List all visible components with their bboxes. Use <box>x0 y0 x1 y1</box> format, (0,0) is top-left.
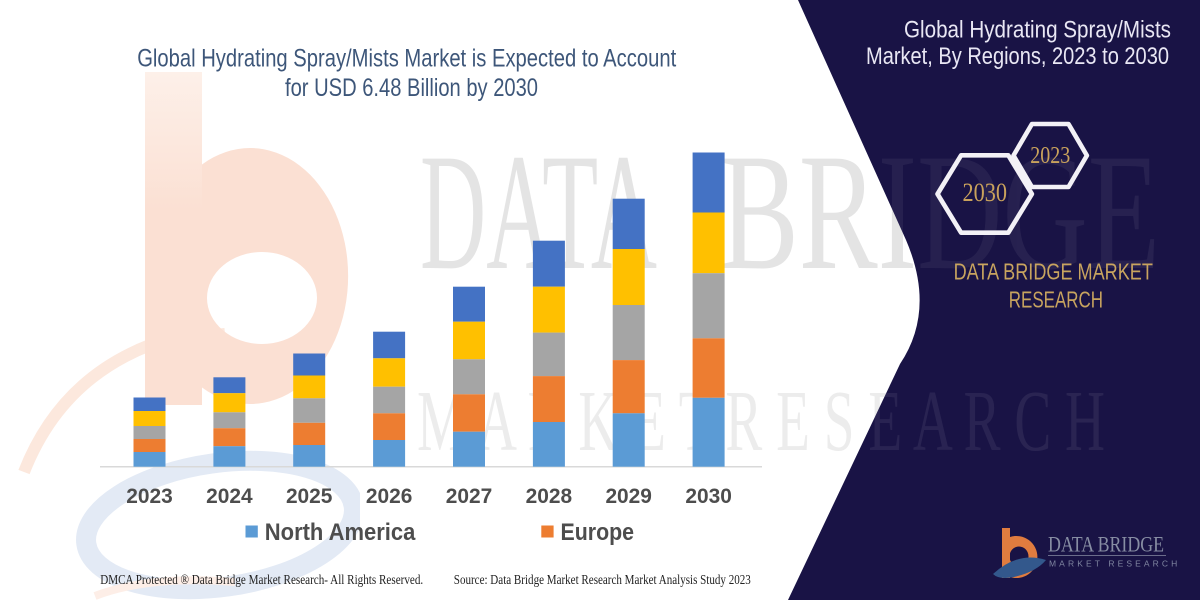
svg-text:Source: Data Bridge Market Res: Source: Data Bridge Market Research Mark… <box>454 573 751 588</box>
svg-text:Europe: Europe <box>561 519 635 546</box>
svg-text:RESEARCH: RESEARCH <box>1009 286 1103 312</box>
svg-text:2024: 2024 <box>206 485 253 508</box>
svg-text:2028: 2028 <box>526 485 573 508</box>
svg-text:2030: 2030 <box>685 485 732 508</box>
svg-text:2026: 2026 <box>366 485 413 508</box>
svg-text:2030: 2030 <box>962 178 1007 207</box>
svg-text:Market, By Regions, 2023 to 20: Market, By Regions, 2023 to 2030 <box>866 43 1169 70</box>
svg-text:North America: North America <box>265 519 416 546</box>
svg-text:DATA BRIDGE: DATA BRIDGE <box>1048 532 1164 557</box>
svg-text:DATA BRIDGE MARKET: DATA BRIDGE MARKET <box>954 258 1153 284</box>
svg-text:2029: 2029 <box>605 485 652 508</box>
svg-text:2023: 2023 <box>1030 143 1070 169</box>
svg-text:MARKET RESEARCH: MARKET RESEARCH <box>1049 559 1180 569</box>
svg-text:Global Hydrating Spray/Mists M: Global Hydrating Spray/Mists Market is E… <box>137 45 676 73</box>
svg-text:Global Hydrating Spray/Mists: Global Hydrating Spray/Mists <box>904 17 1171 44</box>
svg-text:DMCA Protected ® Data Bridge M: DMCA Protected ® Data Bridge Market Rese… <box>100 573 423 588</box>
svg-text:2023: 2023 <box>126 485 173 508</box>
svg-text:for USD 6.48 Billion by 2030: for USD 6.48 Billion by 2030 <box>285 74 538 102</box>
svg-text:2025: 2025 <box>286 485 333 508</box>
svg-text:2027: 2027 <box>446 485 493 508</box>
